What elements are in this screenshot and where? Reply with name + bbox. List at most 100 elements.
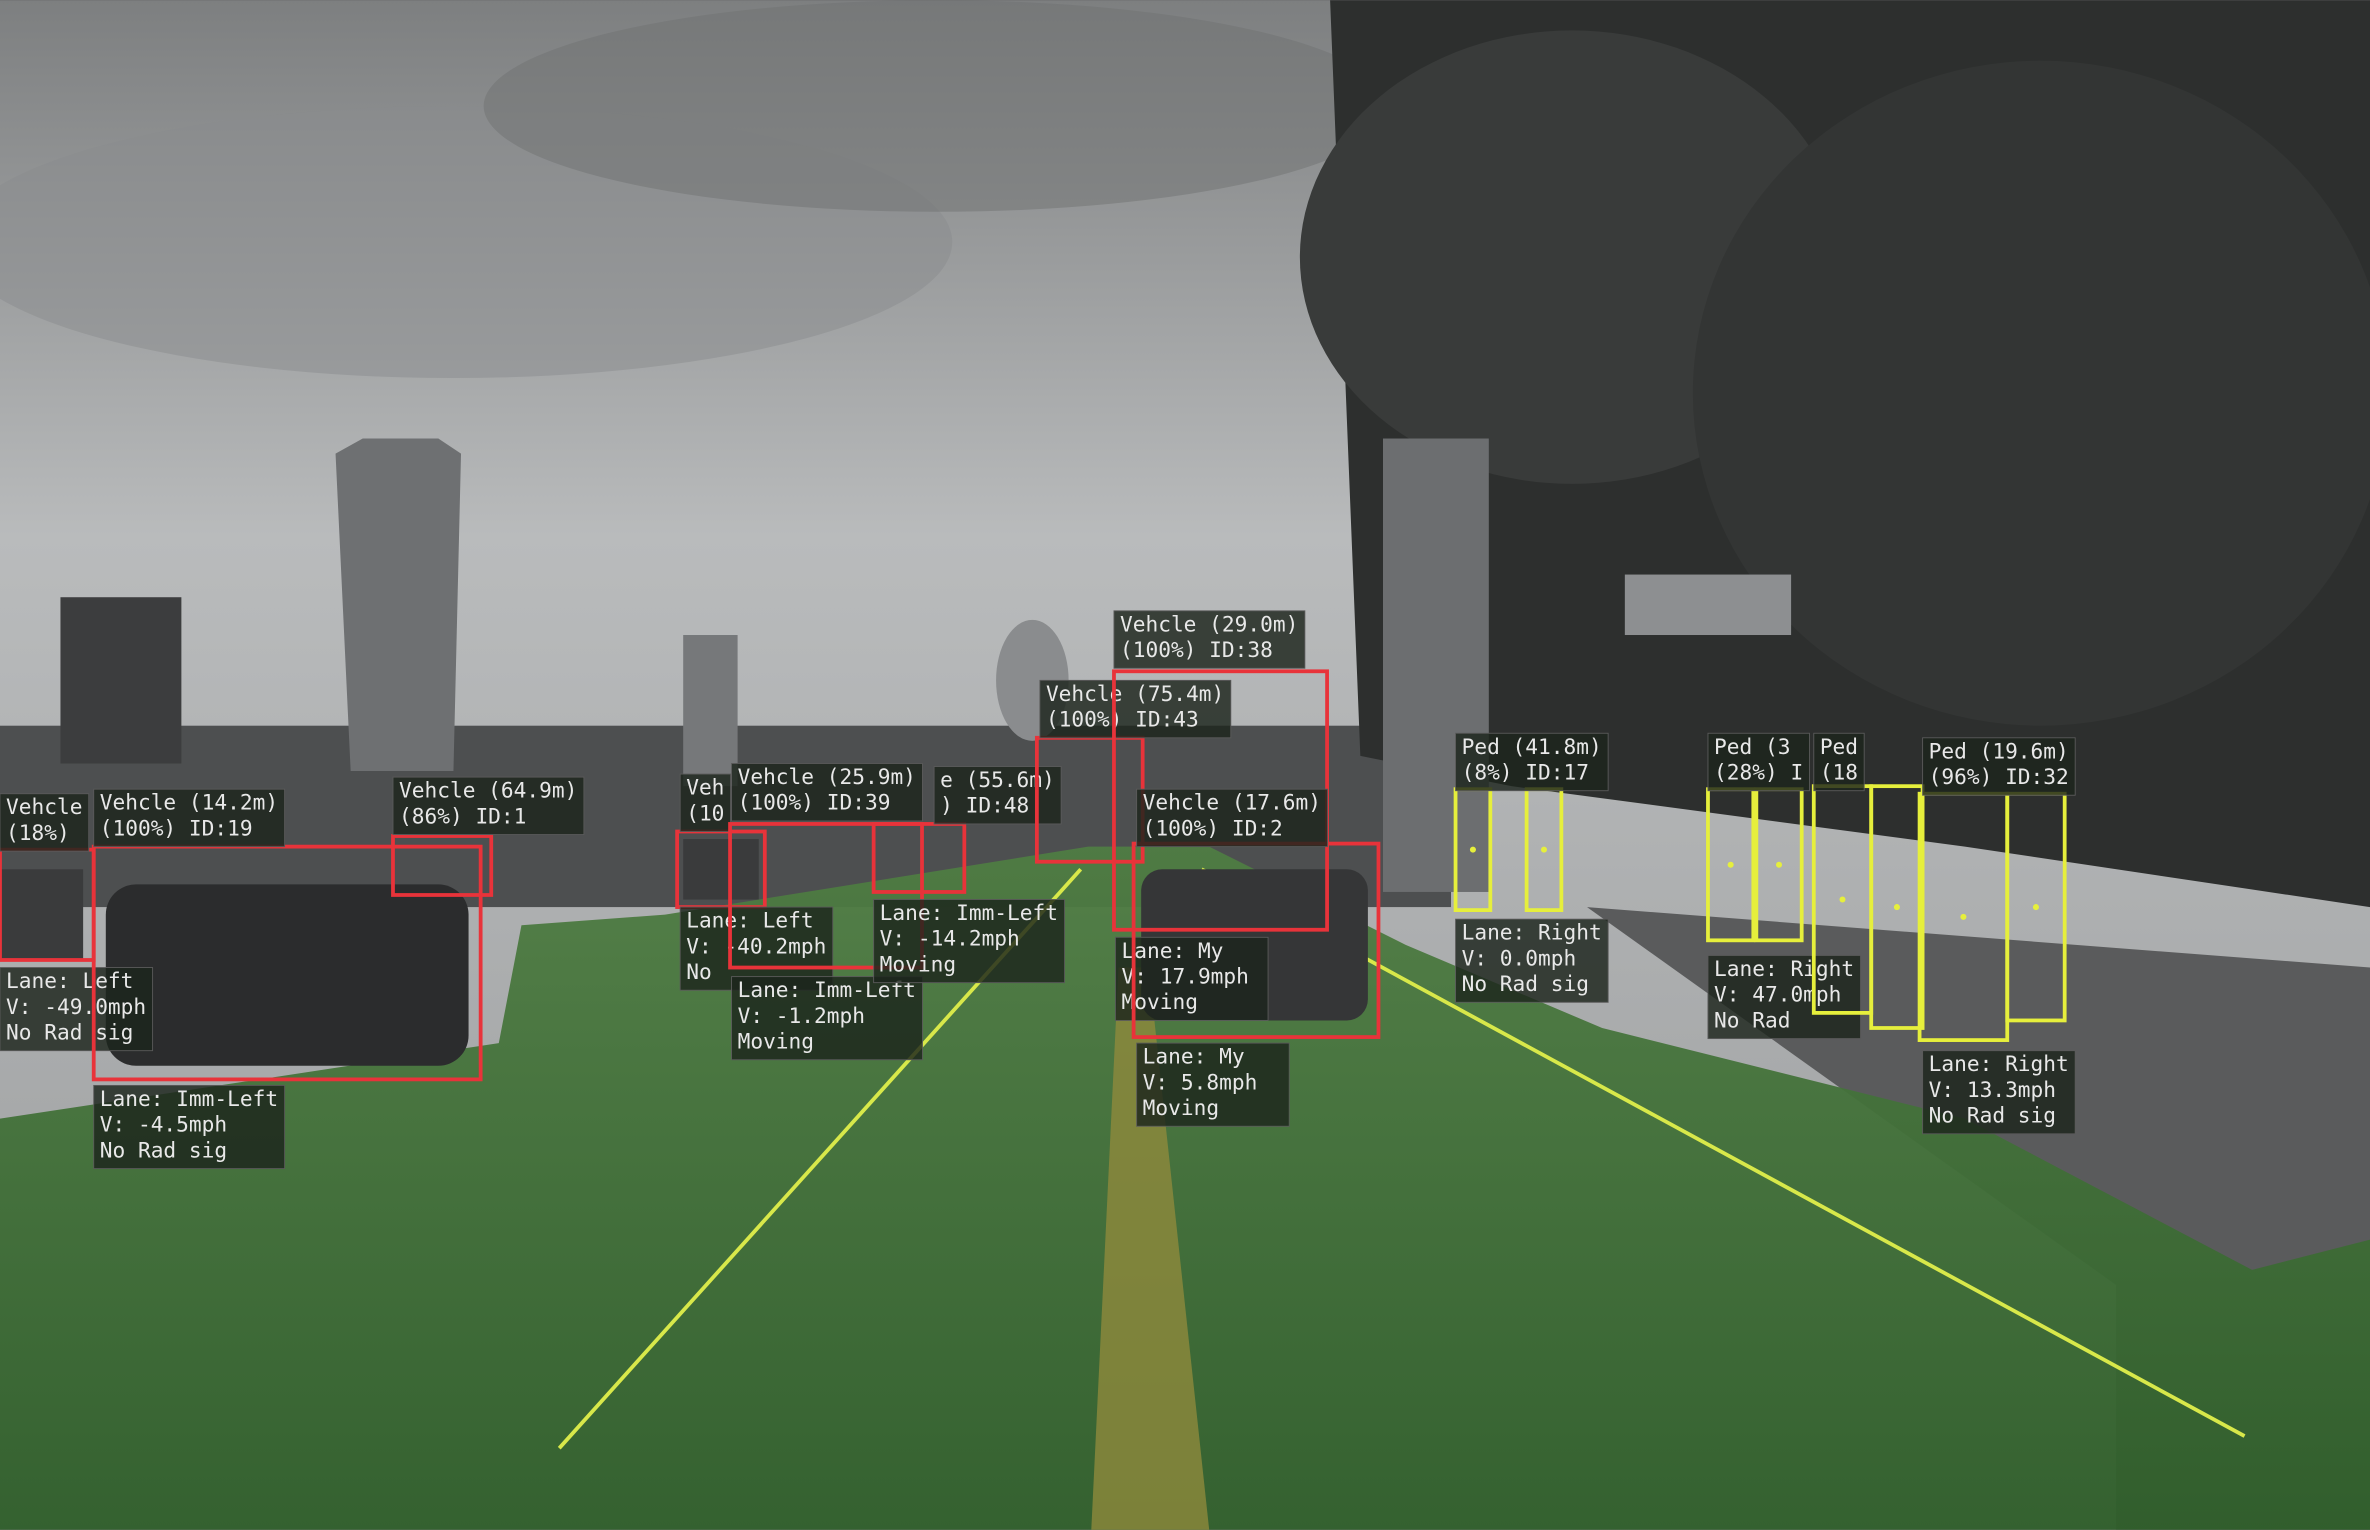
center-dot (1839, 896, 1846, 903)
label-background (933, 766, 1062, 825)
label-text: Lane: Left (6, 968, 133, 993)
label-text: Lane: My (1122, 938, 1224, 963)
label-text: (100%) ID:39 (738, 790, 891, 815)
label-text: (100%) ID:38 (1120, 637, 1273, 662)
label-text: Vehcle (75.4m) (1046, 681, 1224, 706)
center-dot (1775, 861, 1783, 868)
label-text: V: 47.0mph (1714, 982, 1841, 1007)
label-text: Lane: My (1143, 1044, 1245, 1069)
label-background (731, 763, 923, 822)
label-text: V: 13.3mph (1929, 1077, 2056, 1102)
label-text: Ped (3 (1714, 734, 1790, 759)
center-dot (1960, 913, 1967, 920)
label-text: Vehcle (17.6m) (1143, 790, 1321, 815)
center-dot (1893, 904, 1900, 911)
label-text: V: -4.5mph (100, 1112, 227, 1137)
label-text: V: -40.2mph (686, 933, 826, 958)
label-text: V: 5.8mph (1143, 1069, 1258, 1094)
label-background (1455, 732, 1609, 792)
label-text: (96%) ID:32 (1929, 764, 2069, 789)
label-background (679, 773, 732, 832)
center-dot (2032, 904, 2039, 911)
label-text: (18 (1820, 759, 1858, 784)
label-text: Moving (880, 951, 956, 976)
label-text: Lane: Imm-Left (880, 900, 1058, 925)
label-background (93, 788, 286, 848)
label-text: V: 17.9mph (1122, 964, 1249, 989)
label-text: No Rad (1714, 1007, 1790, 1032)
label-background (1813, 732, 1865, 792)
label-background (731, 976, 923, 1061)
label-background (1922, 737, 2076, 796)
label-background (1115, 936, 1269, 1021)
label-text: No Rad sig (6, 1019, 133, 1044)
label-text: Ped (41.8m) (1462, 734, 1602, 759)
label-text: Lane: Imm-Left (100, 1086, 278, 1111)
label-text: Vehcle (25.9m) (738, 764, 916, 789)
label-text: V: -14.2mph (880, 926, 1020, 951)
label-background (392, 776, 585, 835)
bounding-box (1869, 784, 1925, 1030)
label-text: No (686, 959, 711, 984)
label-background (0, 793, 90, 852)
label-text: (18%) (6, 820, 70, 845)
vehicle-detection: Vehcle (75.4m)(100%) ID:43 (1034, 679, 1232, 864)
label-text: Vehcle (64.9m) (399, 778, 577, 803)
label-background (873, 899, 1065, 984)
label-text: No Rad sig (1929, 1103, 2056, 1128)
label-text: Vehcle (14.2m) (100, 790, 278, 815)
label-background (1136, 1042, 1290, 1127)
label-text: (100%) ID:2 (1143, 815, 1283, 840)
label-text: (10 (686, 800, 724, 825)
label-text: V: -1.2mph (738, 1003, 865, 1028)
bounding-box (871, 822, 967, 894)
label-text: Vehcle (29.0m) (1120, 611, 1298, 636)
label-text: No Rad sig (100, 1137, 227, 1162)
vehicle-detection: Vehcle (14.2m)(100%) ID:19 Lane: Imm-Left… (91, 788, 483, 1170)
center-dot (1727, 861, 1734, 868)
label-text: Lane: Left (686, 908, 813, 933)
label-text: Lane: Right (1462, 920, 1602, 945)
label-text: Ped (1820, 734, 1858, 759)
label-text: V: -49.0mph (6, 994, 146, 1019)
pedestrian-detection: Ped(18 (1811, 732, 1925, 1030)
label-background (1922, 1050, 2076, 1135)
center-dot (1469, 846, 1476, 853)
label-text: Moving (738, 1029, 814, 1054)
label-text: Lane: Right (1714, 956, 1854, 981)
label-text: Veh (686, 775, 724, 800)
label-text: (100%) ID:43 (1046, 707, 1199, 732)
vehicle-detection: Vehcle (17.6m)(100%) ID:2 Lane: MyV: 5.8m… (1131, 788, 1381, 1127)
bounding-box (728, 822, 924, 970)
label-background (1039, 679, 1232, 739)
label-text: Lane: Right (1929, 1051, 2069, 1076)
label-text: (86%) ID:1 (399, 803, 526, 828)
vehicle-detection: Vehcle (29.0m)(100%) ID:38 Lane: MyV: 17.… (1112, 610, 1329, 1021)
label-background (0, 967, 154, 1052)
label-background (1707, 954, 1862, 1040)
label-text: V: 0.0mph (1462, 945, 1577, 970)
label-text: ) ID:48 (940, 793, 1029, 818)
label-text: Vehcle (6, 794, 82, 819)
label-background (1707, 732, 1810, 792)
label-background (1455, 918, 1609, 1003)
label-text: (8%) ID:17 (1462, 759, 1589, 784)
label-background (1136, 788, 1328, 848)
bounding-box (391, 834, 494, 897)
vehicle-detection: Vehcle (64.9m)(86%) ID:1 (391, 776, 585, 897)
label-background (1113, 610, 1306, 669)
drivable-area (0, 846, 2370, 1530)
label-background (93, 1084, 286, 1170)
label-text: Moving (1143, 1095, 1219, 1120)
label-text: Ped (19.6m) (1929, 738, 2069, 763)
center-dot (1540, 846, 1547, 853)
label-text: (100%) ID:19 (100, 815, 253, 840)
